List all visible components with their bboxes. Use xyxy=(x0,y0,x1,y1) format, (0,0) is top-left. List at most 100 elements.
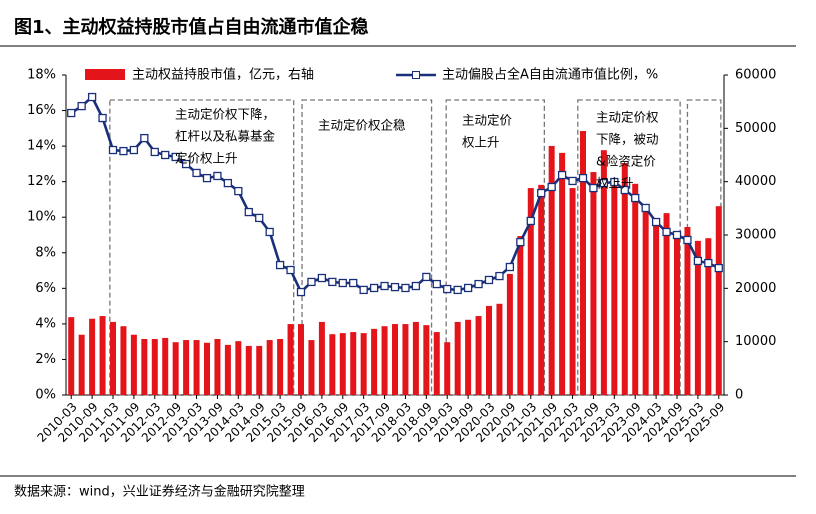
line-marker xyxy=(328,277,337,287)
annotation-box xyxy=(109,99,295,396)
line-marker xyxy=(223,178,233,188)
line-marker xyxy=(516,237,525,247)
line-marker xyxy=(578,173,588,183)
legend-label: 主动偏股占全A自由流通市值比例，% xyxy=(442,67,658,83)
y-tick-label: 18% xyxy=(27,68,56,83)
bar xyxy=(120,326,127,395)
y2-tick-label: 20000 xyxy=(735,281,776,296)
y-tick-label: 4% xyxy=(35,316,56,331)
source: 数据来源：wind，兴业证券经济与金融研究院整理 xyxy=(14,484,305,500)
bar xyxy=(548,145,555,395)
line-marker xyxy=(77,101,86,111)
annotation-box xyxy=(577,99,681,396)
line-marker xyxy=(411,281,421,291)
line-marker xyxy=(349,278,358,288)
line-marker xyxy=(453,285,462,295)
line-marker xyxy=(140,133,149,143)
bar xyxy=(371,328,378,395)
bar xyxy=(527,188,534,395)
bar xyxy=(423,325,430,395)
line-marker xyxy=(202,173,212,183)
y2-tick-label: 50000 xyxy=(735,121,776,136)
line-marker xyxy=(484,275,494,285)
bar xyxy=(496,303,503,395)
annotation: &险资定价 xyxy=(596,154,656,169)
annotation: 权上升 xyxy=(462,135,500,150)
line-marker xyxy=(495,271,504,281)
line-marker xyxy=(547,182,556,192)
line-marker xyxy=(474,279,483,289)
y-tick-label: 2% xyxy=(35,352,56,367)
legend-swatch xyxy=(412,71,420,79)
line-marker xyxy=(537,188,546,198)
line-marker xyxy=(161,150,170,160)
line-marker xyxy=(119,146,128,156)
line-marker xyxy=(369,283,379,293)
bar xyxy=(329,334,336,395)
legend-label: 主动权益持股市值，亿元，右轴 xyxy=(132,67,314,83)
y-tick-label: 14% xyxy=(27,139,56,154)
y2-tick-label: 0 xyxy=(735,388,743,403)
line-marker xyxy=(422,272,431,282)
legend-swatch xyxy=(85,69,125,80)
line-marker xyxy=(505,262,515,272)
line-marker xyxy=(129,145,139,155)
line-marker xyxy=(683,235,692,245)
line-marker xyxy=(432,279,441,289)
bar xyxy=(193,340,200,395)
y-tick-label: 8% xyxy=(35,245,56,260)
line-marker xyxy=(234,186,243,196)
bar xyxy=(506,273,513,395)
bar xyxy=(642,206,649,395)
annotation: 权上升 xyxy=(596,176,634,191)
y-tick-label: 10% xyxy=(27,210,56,225)
line-marker xyxy=(338,278,347,288)
annotation-box xyxy=(445,99,546,396)
chart-title: 图1、主动权益持股市值占自由流通市值企稳 xyxy=(14,16,369,38)
bar xyxy=(381,326,388,395)
line-marker xyxy=(641,203,650,213)
bar xyxy=(308,340,315,395)
line-marker xyxy=(317,273,327,283)
annotation: 主动定价权企稳 xyxy=(318,118,406,133)
bar xyxy=(600,150,607,395)
bar xyxy=(245,345,252,395)
bar xyxy=(162,337,169,395)
line-marker xyxy=(631,193,640,203)
line-marker xyxy=(171,152,180,162)
bar xyxy=(214,339,221,395)
bar xyxy=(68,317,75,395)
line-marker xyxy=(662,227,671,237)
line-marker xyxy=(443,284,452,294)
y2-tick-label: 40000 xyxy=(735,174,776,189)
bar xyxy=(715,206,722,395)
bar xyxy=(99,316,106,395)
bar xyxy=(611,181,618,395)
line-marker xyxy=(181,159,191,169)
bar xyxy=(110,321,116,395)
bar xyxy=(621,163,628,395)
line-marker xyxy=(307,277,316,287)
bar xyxy=(663,213,670,395)
bar xyxy=(350,332,357,395)
bar xyxy=(705,238,712,395)
line-marker xyxy=(213,171,222,181)
bar xyxy=(224,344,231,395)
line-marker xyxy=(463,283,473,293)
bar xyxy=(298,324,304,395)
bar xyxy=(89,318,96,395)
line-marker xyxy=(286,265,295,275)
y-tick-label: 16% xyxy=(27,103,56,118)
bar xyxy=(172,342,179,395)
line-marker xyxy=(359,285,368,295)
bar xyxy=(266,340,273,395)
line-marker xyxy=(568,176,577,186)
line-marker xyxy=(390,282,400,292)
bar xyxy=(684,227,691,395)
bar xyxy=(538,184,545,395)
bar xyxy=(339,333,346,395)
y-tick-label: 0% xyxy=(35,388,56,403)
line-marker xyxy=(275,260,285,270)
line-marker xyxy=(714,263,723,273)
bar xyxy=(694,240,701,395)
